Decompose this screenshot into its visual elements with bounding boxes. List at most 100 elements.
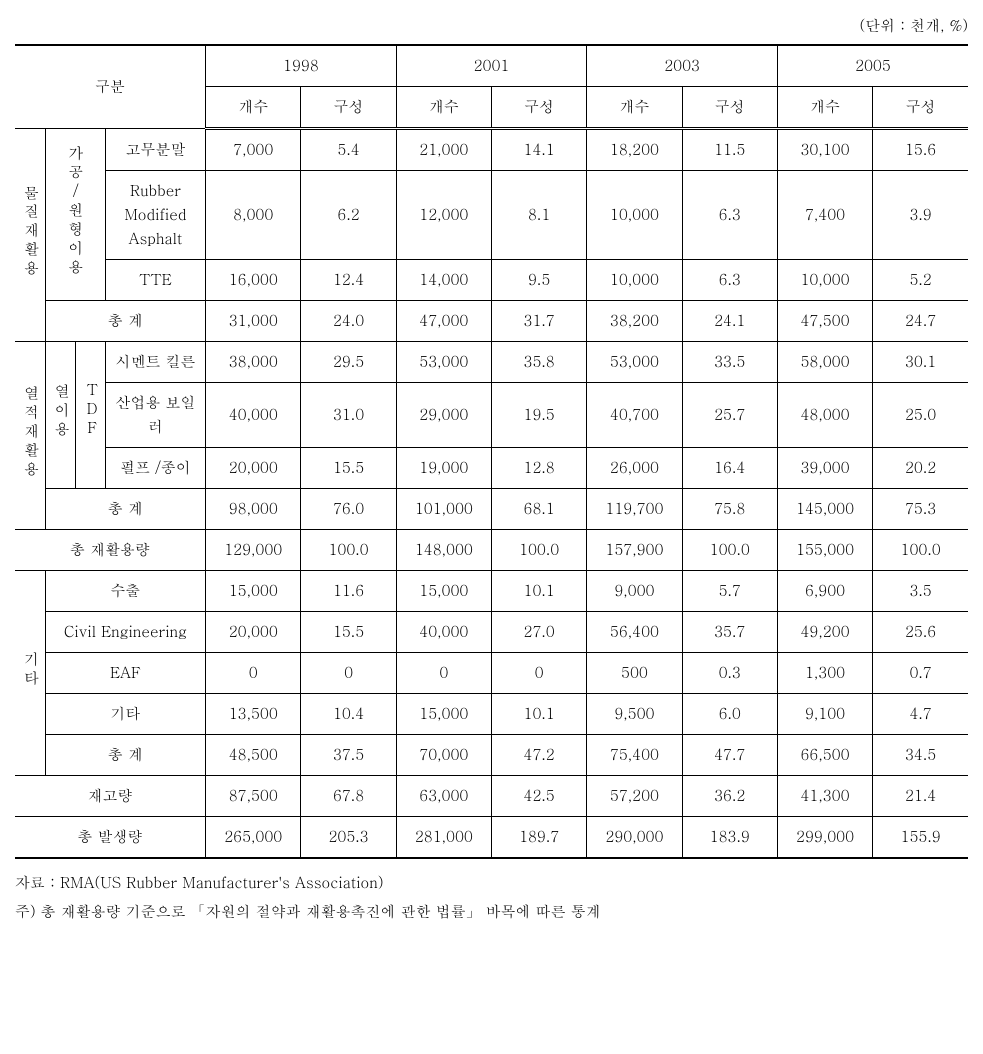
- cell: 21,000: [396, 129, 491, 171]
- table-row: 총 재활용량 129,000100.0 148,000100.0 157,900…: [15, 530, 968, 571]
- table-row: Civil Engineering 20,00015.5 40,00027.0 …: [15, 612, 968, 653]
- cell: 15,000: [396, 571, 491, 612]
- rowname: 총 재활용량: [15, 530, 206, 571]
- cell: 9,100: [777, 694, 872, 735]
- cell: 27.0: [491, 612, 586, 653]
- table-row: 총 계 31,00024.0 47,00031.7 38,20024.1 47,…: [15, 301, 968, 342]
- cell: 9,500: [587, 694, 682, 735]
- footer-source: 자료 : RMA(US Rubber Manufacturer's Associ…: [15, 869, 968, 898]
- unit-label: (단위 : 천개, %): [15, 15, 968, 36]
- cell: 15.5: [301, 612, 396, 653]
- cell: 9.5: [491, 260, 586, 301]
- header-category: 구분: [15, 45, 206, 129]
- table-row: 기타 수출 15,00011.6 15,00010.1 9,0005.7 6,9…: [15, 571, 968, 612]
- cell: 9,000: [587, 571, 682, 612]
- cell: 29,000: [396, 383, 491, 448]
- cell: 0: [491, 653, 586, 694]
- cell: 8,000: [206, 171, 301, 260]
- cell: 155.9: [873, 817, 968, 859]
- header-ratio: 구성: [491, 87, 586, 129]
- cell: 10,000: [587, 260, 682, 301]
- cell: 0.7: [873, 653, 968, 694]
- data-table: 구분 1998 2001 2003 2005 개수 구성 개수 구성 개수 구성…: [15, 44, 968, 859]
- cell: 6.3: [682, 260, 777, 301]
- cell: 299,000: [777, 817, 872, 859]
- table-row: 펄프 /종이 20,00015.5 19,00012.8 26,00016.4 …: [15, 448, 968, 489]
- rowname: 총 발생량: [15, 817, 206, 859]
- cell: 7,400: [777, 171, 872, 260]
- cell: 26,000: [587, 448, 682, 489]
- section2-label: 열적재활용: [15, 342, 45, 530]
- footer-note: 주) 총 재활용량 기준으로 「자원의 절약과 재활용촉진에 관한 법률」 바목…: [15, 898, 968, 927]
- cell: 101,000: [396, 489, 491, 530]
- cell: 157,900: [587, 530, 682, 571]
- cell: 68.1: [491, 489, 586, 530]
- cell: 36.2: [682, 776, 777, 817]
- cell: 16,000: [206, 260, 301, 301]
- cell: 15,000: [396, 694, 491, 735]
- table-row: 총 계 98,00076.0 101,00068.1 119,70075.8 1…: [15, 489, 968, 530]
- table-row: Rubber Modified Asphalt 8,0006.2 12,0008…: [15, 171, 968, 260]
- rowname: 시멘트 킬른: [105, 342, 205, 383]
- cell: 20,000: [206, 448, 301, 489]
- cell: 67.8: [301, 776, 396, 817]
- cell: 11.6: [301, 571, 396, 612]
- cell: 31,000: [206, 301, 301, 342]
- cell: 39,000: [777, 448, 872, 489]
- cell: 20.2: [873, 448, 968, 489]
- cell: 4.7: [873, 694, 968, 735]
- rowname: 펄프 /종이: [105, 448, 205, 489]
- cell: 10.4: [301, 694, 396, 735]
- cell: 31.0: [301, 383, 396, 448]
- cell: 30.1: [873, 342, 968, 383]
- cell: 87,500: [206, 776, 301, 817]
- cell: 40,700: [587, 383, 682, 448]
- table-row: 총 계 48,50037.5 70,00047.2 75,40047.7 66,…: [15, 735, 968, 776]
- cell: 5.2: [873, 260, 968, 301]
- cell: 42.5: [491, 776, 586, 817]
- table-row: 물질재활용 가공/원형이용 고무분말 7,0005.4 21,00014.1 1…: [15, 129, 968, 171]
- cell: 35.8: [491, 342, 586, 383]
- cell: 12,000: [396, 171, 491, 260]
- cell: 41,300: [777, 776, 872, 817]
- cell: 16.4: [682, 448, 777, 489]
- cell: 19,000: [396, 448, 491, 489]
- cell: 100.0: [682, 530, 777, 571]
- cell: 31.7: [491, 301, 586, 342]
- cell: 25.7: [682, 383, 777, 448]
- cell: 6.3: [682, 171, 777, 260]
- rowname: 총 계: [45, 735, 206, 776]
- cell: 12.8: [491, 448, 586, 489]
- header-year-1998: 1998: [206, 45, 397, 87]
- cell: 100.0: [491, 530, 586, 571]
- header-count: 개수: [206, 87, 301, 129]
- cell: 10.1: [491, 694, 586, 735]
- cell: 5.4: [301, 129, 396, 171]
- cell: 500: [587, 653, 682, 694]
- cell: 34.5: [873, 735, 968, 776]
- cell: 35.7: [682, 612, 777, 653]
- cell: 25.0: [873, 383, 968, 448]
- cell: 12.4: [301, 260, 396, 301]
- cell: 6,900: [777, 571, 872, 612]
- cell: 33.5: [682, 342, 777, 383]
- cell: 10,000: [777, 260, 872, 301]
- cell: 15,000: [206, 571, 301, 612]
- cell: 47.2: [491, 735, 586, 776]
- section1-sublabel: 가공/원형이용: [45, 129, 105, 301]
- cell: 24.1: [682, 301, 777, 342]
- table-row: 재고량 87,50067.8 63,00042.5 57,20036.2 41,…: [15, 776, 968, 817]
- cell: 100.0: [301, 530, 396, 571]
- cell: 25.6: [873, 612, 968, 653]
- rowname: TTE: [105, 260, 205, 301]
- cell: 37.5: [301, 735, 396, 776]
- table-row: TTE 16,00012.4 14,0009.5 10,0006.3 10,00…: [15, 260, 968, 301]
- cell: 155,000: [777, 530, 872, 571]
- cell: 53,000: [587, 342, 682, 383]
- cell: 14.1: [491, 129, 586, 171]
- cell: 0.3: [682, 653, 777, 694]
- cell: 19.5: [491, 383, 586, 448]
- header-year-2003: 2003: [587, 45, 778, 87]
- cell: 7,000: [206, 129, 301, 171]
- cell: 30,100: [777, 129, 872, 171]
